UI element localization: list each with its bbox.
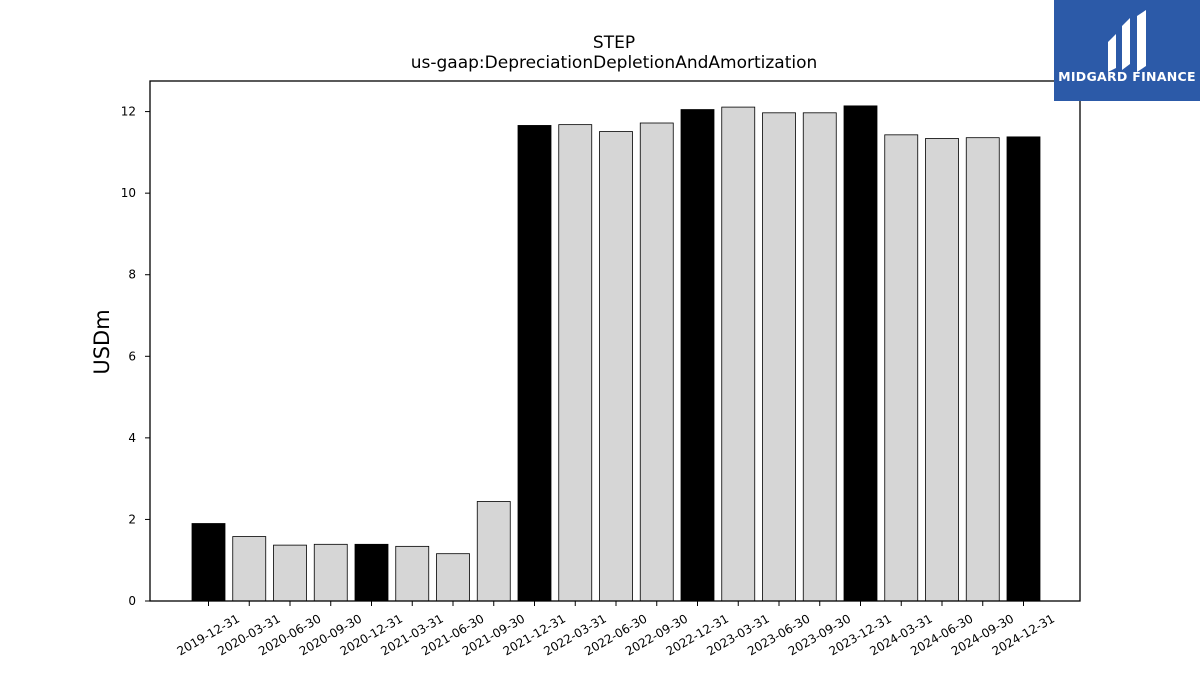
- bar: [313, 543, 348, 602]
- bar: [639, 122, 674, 602]
- y-tick-label: 8: [128, 268, 136, 282]
- y-axis-ticks: 0 2 4 6 8 10 12: [121, 105, 150, 608]
- y-tick-label: 10: [121, 186, 136, 200]
- bar: [965, 137, 1000, 602]
- logo-text: MIDGARD FINANCE: [1058, 69, 1196, 84]
- bar-group: [191, 105, 1041, 602]
- bar: [517, 125, 552, 602]
- chart-title: STEP: [593, 33, 635, 53]
- bar: [884, 134, 919, 602]
- logo: MIDGARD FINANCE: [1054, 0, 1200, 101]
- bar: [762, 112, 796, 602]
- y-tick-label: 0: [128, 594, 136, 608]
- bar: [191, 523, 226, 602]
- bar: [925, 138, 959, 602]
- bar: [599, 131, 633, 602]
- y-tick-label: 4: [128, 431, 136, 445]
- chart-subtitle: us-gaap:DepreciationDepletionAndAmortiza…: [411, 53, 818, 73]
- bar: [232, 536, 267, 602]
- bar: [354, 543, 389, 602]
- plot-frame: [149, 80, 1081, 602]
- x-axis-ticks: 2019-12-312020-03-312020-06-302020-09-30…: [175, 601, 1057, 658]
- y-tick-label: 12: [121, 105, 136, 119]
- bar: [273, 544, 307, 602]
- bar: [558, 124, 593, 602]
- midgard-logo-icon: [1108, 10, 1146, 72]
- bar: [802, 112, 837, 602]
- y-tick-label: 6: [128, 349, 136, 363]
- y-axis-label: USDm: [90, 309, 114, 374]
- bar: [843, 105, 878, 602]
- y-tick-label: 2: [128, 512, 136, 526]
- bar: [436, 553, 470, 602]
- bar: [476, 501, 511, 602]
- bar: [680, 109, 715, 602]
- bar: [1006, 136, 1041, 602]
- bar: [721, 106, 756, 602]
- bar: [395, 545, 430, 602]
